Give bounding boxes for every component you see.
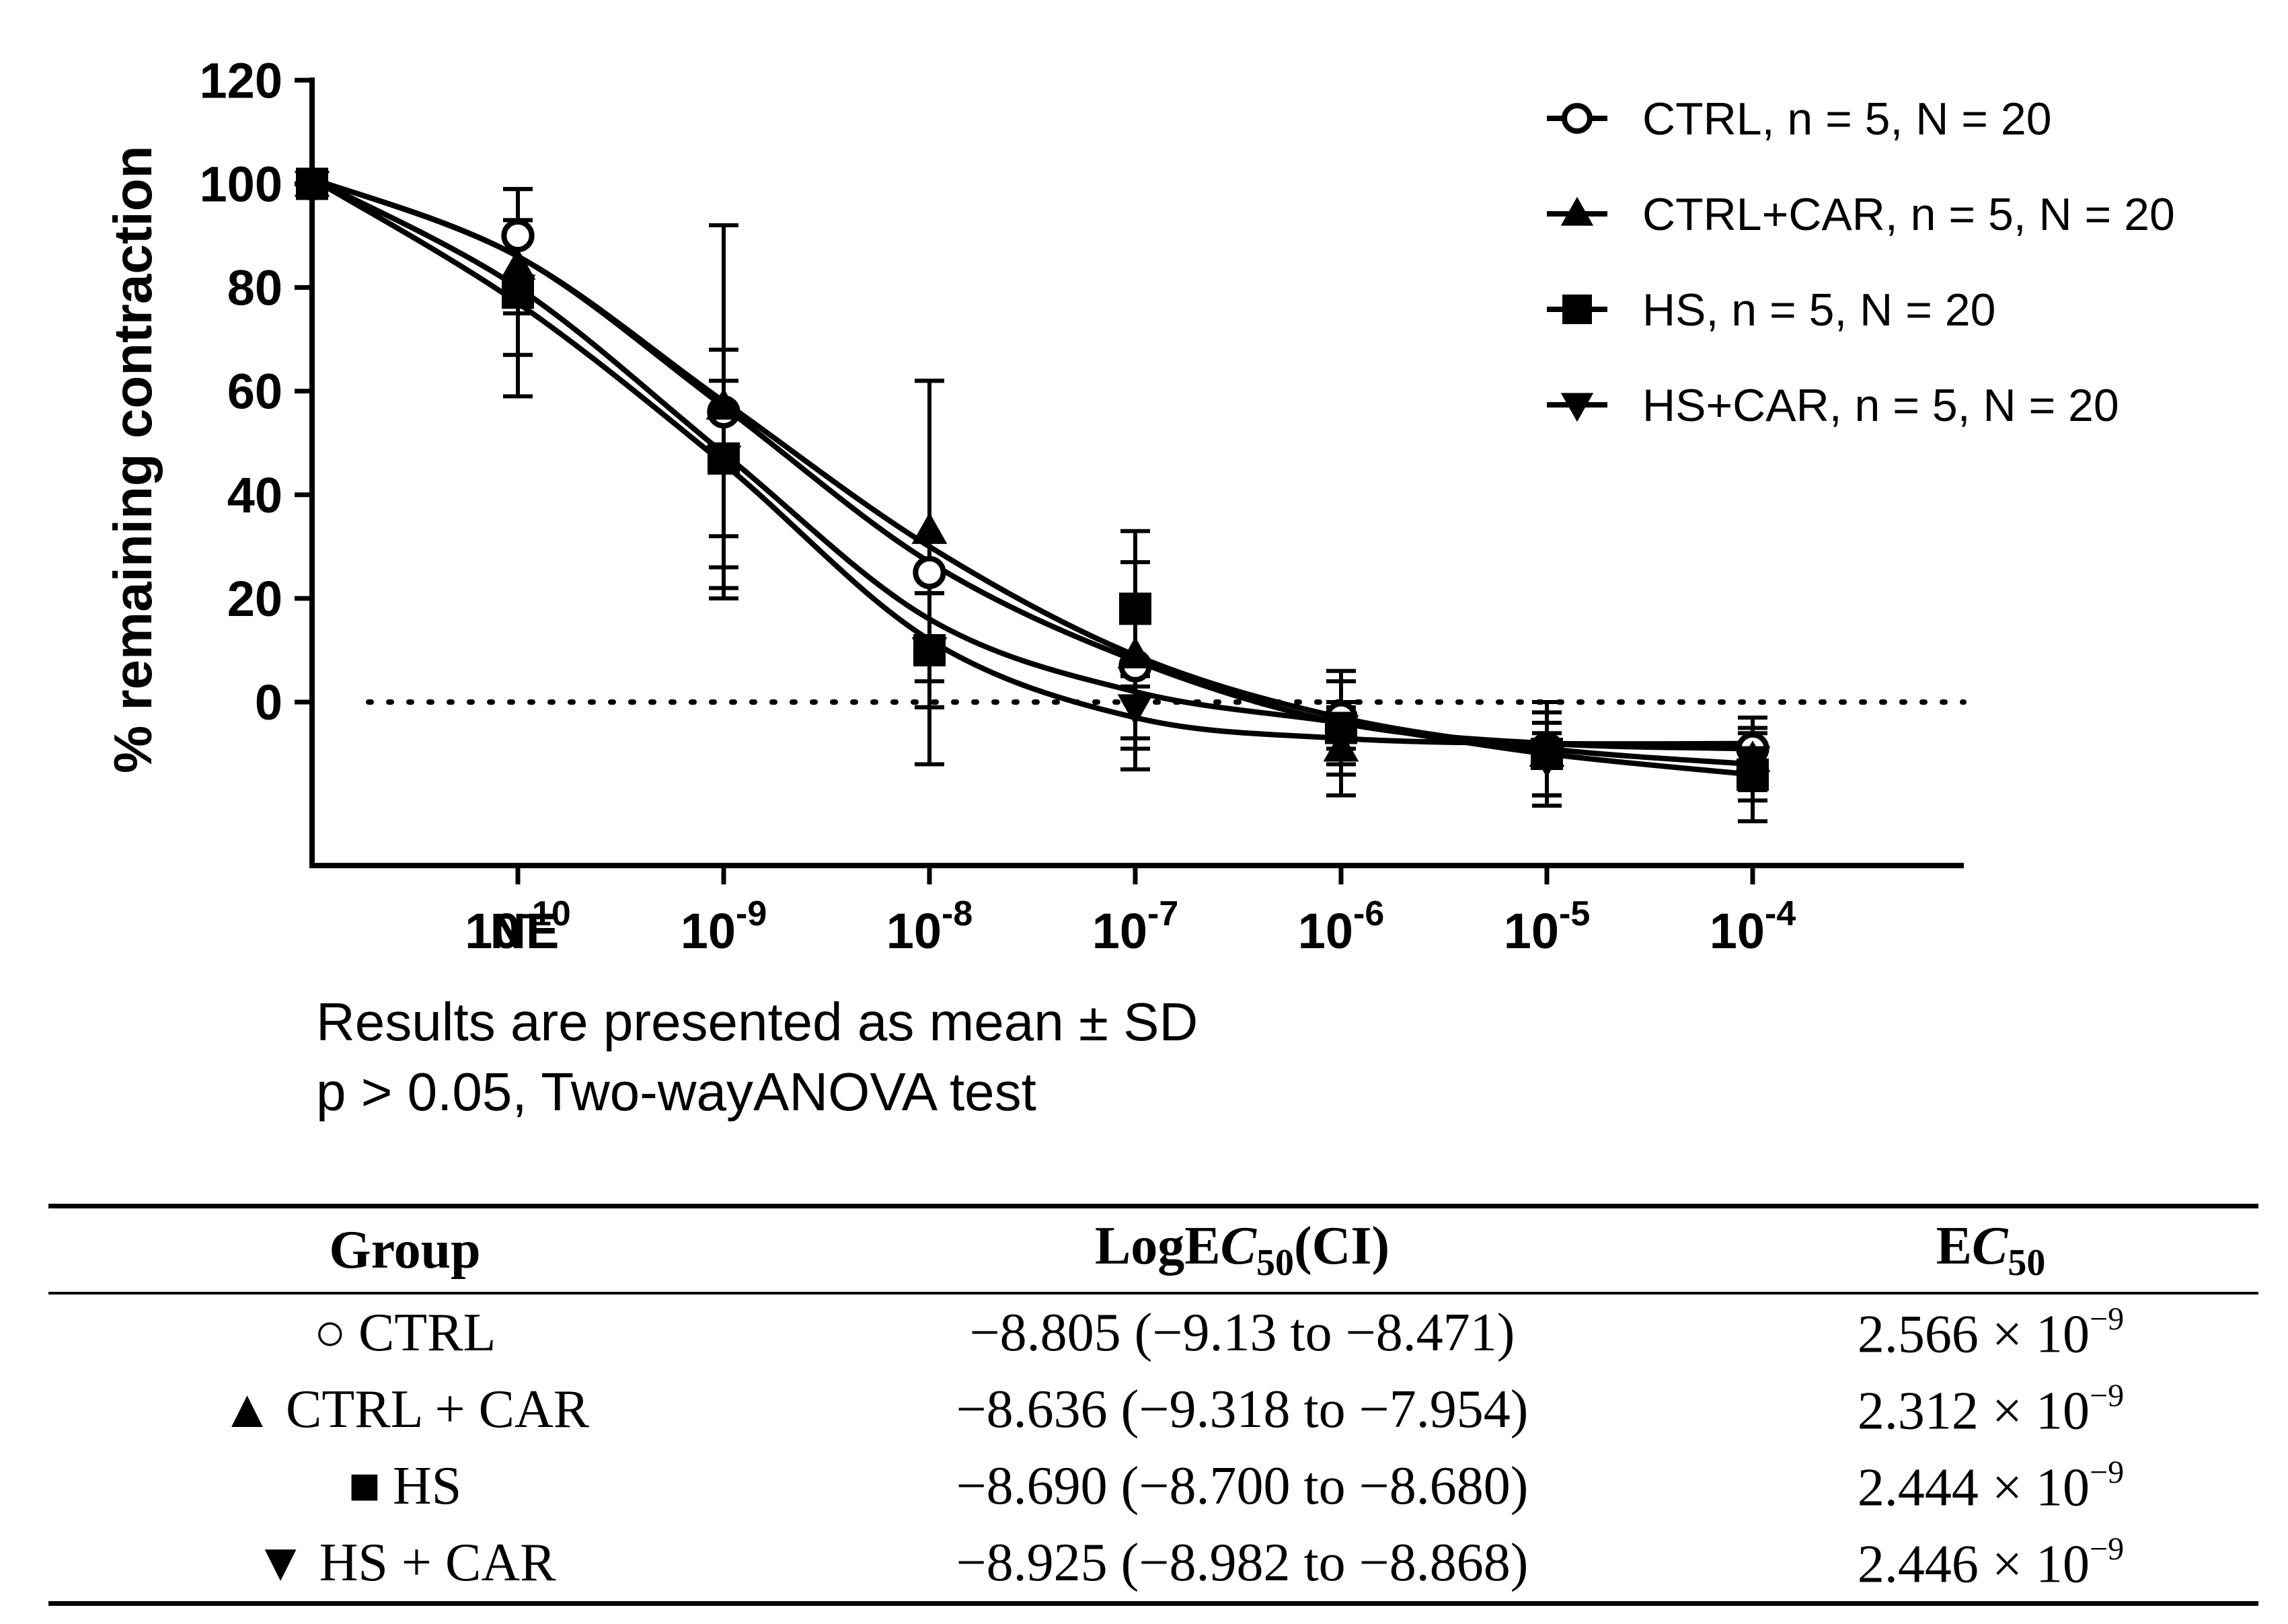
logec50-cell: −8.805 (−9.13 to −8.471) (969, 1303, 1515, 1362)
ec50-cell: 2.312 × 10−9 (1857, 1377, 2125, 1441)
ec50-cell: 2.446 × 10−9 (1857, 1531, 2125, 1594)
y-tick-label: 60 (227, 364, 282, 420)
data-point (1119, 592, 1151, 625)
data-point (913, 555, 946, 589)
legend-label: HS, n = 5, N = 20 (1642, 284, 1995, 336)
fit-curve-3 (310, 176, 1753, 747)
legend-label: CTRL+CAR, n = 5, N = 20 (1642, 189, 2175, 240)
y-tick-label: 40 (227, 467, 282, 523)
legend-marker (1562, 295, 1592, 324)
group-symbol-icon: ○ (313, 1303, 346, 1362)
legend-marker (1560, 393, 1594, 422)
group-cell: ▼ HS + CAR (48, 1524, 761, 1604)
data-point (911, 637, 948, 669)
x-tick-label: NE (490, 903, 560, 959)
data-point (706, 388, 742, 420)
y-tick-label: 80 (227, 260, 282, 316)
x-tick-label: 10-10 (465, 894, 570, 959)
x-tick-label: 10-4 (1710, 894, 1796, 959)
group-cell: ▲ CTRL + CAR (48, 1371, 761, 1448)
note-line: p > 0.05, Two-wayANOVA test (316, 1062, 1036, 1122)
data-point (500, 248, 536, 280)
group-symbol-icon: ▲ (220, 1379, 274, 1439)
group-cell: ■ HS (48, 1448, 761, 1524)
data-point (911, 512, 948, 544)
legend-label: HS+CAR, n = 5, N = 20 (1642, 380, 2119, 431)
x-tick-label: 10-9 (681, 894, 767, 959)
fit-curve-2 (311, 176, 1753, 777)
data-point (1117, 694, 1153, 726)
x-tick-label: 10-8 (886, 894, 973, 959)
data-point (500, 274, 536, 307)
note-line: Results are presented as mean ± SD (316, 992, 1198, 1052)
data-point (294, 171, 330, 202)
data-point (1529, 746, 1565, 778)
table-row: ▼ HS + CAR −8.925 (−8.982 to −8.868) 2.446 … (48, 1524, 2258, 1604)
legend-marker (1562, 103, 1593, 134)
group-name: HS + CAR (319, 1533, 556, 1592)
x-tick-label: 10-5 (1504, 894, 1591, 959)
y-tick-label: 0 (255, 674, 282, 730)
data-point (1734, 746, 1771, 778)
dose-response-chart: 0 20 40 60 80 100 120 % remaining contraction NE… (103, 52, 2175, 959)
table-row: ■ HS −8.690 (−8.700 to −8.680) 2.444 × 10−9 (48, 1448, 2258, 1524)
x-tick-label: 10-7 (1092, 894, 1179, 959)
chart-notes: Results are presented as mean ± SD p > 0… (316, 987, 1198, 1127)
data-point (1117, 637, 1153, 668)
group-symbol-icon: ■ (348, 1456, 381, 1516)
y-tick-label: 100 (200, 156, 282, 212)
group-name: CTRL + CAR (286, 1379, 590, 1439)
group-cell: ○ CTRL (48, 1293, 761, 1371)
table-row: ▲ CTRL + CAR −8.636 (−9.318 to −7.954) 2.31… (48, 1371, 2258, 1448)
y-axis-label: % remaining contraction (103, 145, 163, 773)
header-logec50: LogEC50(CI) (1094, 1216, 1390, 1284)
x-tick-label: 10-6 (1298, 894, 1385, 959)
logec50-cell: −8.636 (−9.318 to −7.954) (956, 1379, 1529, 1439)
y-tick-label: 120 (200, 52, 282, 108)
logec50-cell: −8.925 (−8.982 to −8.868) (956, 1533, 1529, 1592)
table-header-row: Group LogEC50(CI) EC50 (48, 1206, 2258, 1293)
data-point (1323, 715, 1359, 747)
ec50-table: Group LogEC50(CI) EC50 ○ CTRL −8.805 (−9.1… (48, 1204, 2258, 1606)
logec50-cell: −8.690 (−8.700 to −8.680) (956, 1456, 1529, 1516)
header-group: Group (329, 1220, 481, 1280)
header-ec50: EC50 (1936, 1216, 2046, 1284)
group-name: CTRL (358, 1303, 496, 1362)
data-point (501, 219, 535, 253)
group-symbol-icon: ▼ (254, 1533, 307, 1592)
data-point (706, 445, 742, 477)
y-tick-label: 20 (227, 571, 282, 627)
ec50-cell: 2.566 × 10−9 (1857, 1301, 2125, 1364)
ec50-cell: 2.444 × 10−9 (1857, 1454, 2125, 1518)
legend-label: CTRL, n = 5, N = 20 (1642, 93, 2052, 145)
legend-marker (1560, 196, 1594, 226)
table-row: ○ CTRL −8.805 (−9.13 to −8.471) 2.566 × 10−… (48, 1293, 2258, 1371)
group-name: HS (393, 1456, 462, 1516)
